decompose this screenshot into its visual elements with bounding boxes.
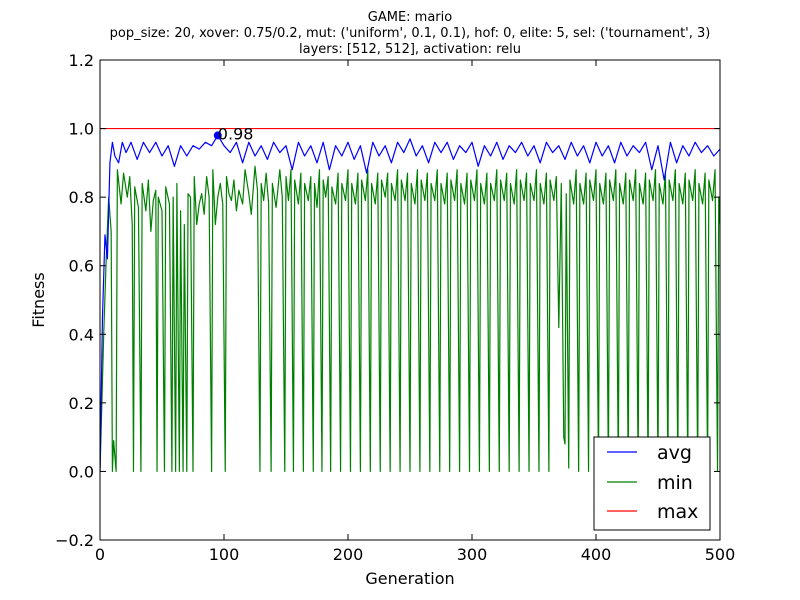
- title-line-2: pop_size: 20, xover: 0.75/0.2, mut: ('un…: [110, 26, 711, 41]
- title-line-1: GAME: mario: [368, 10, 452, 25]
- legend-label-max: max: [657, 501, 698, 523]
- legend-label-min: min: [657, 472, 693, 494]
- axes-layer: [99, 59, 721, 541]
- y-tick-label: 0.8: [69, 188, 94, 207]
- title-line-3: layers: [512, 512], activation: relu: [299, 42, 521, 57]
- legend: avg min max: [593, 436, 711, 531]
- y-tick-label: 1.0: [69, 120, 94, 139]
- annotation-layer: 0.98: [213, 124, 254, 143]
- series-line-min: [100, 165, 720, 473]
- y-tick-label: −0.2: [55, 531, 94, 550]
- y-tick-label: 0.0: [69, 462, 94, 481]
- y-tick-label: 0.6: [69, 257, 94, 276]
- x-tick-label: 300: [457, 545, 488, 564]
- annotation-label: 0.98: [218, 124, 254, 143]
- annotation-marker: [213, 131, 222, 140]
- x-tick-label: 500: [705, 545, 736, 564]
- legend-label-avg: avg: [657, 442, 692, 464]
- x-tick-label: 200: [333, 545, 364, 564]
- x-axis-label: Generation: [365, 569, 454, 588]
- y-axis-label: Fitness: [29, 272, 48, 327]
- series-layer: [100, 127, 720, 473]
- axes-frame: [99, 59, 721, 541]
- y-tick-label: 1.2: [69, 51, 94, 70]
- chart-title: GAME: mario pop_size: 20, xover: 0.75/0.…: [110, 10, 711, 57]
- y-tick-label: 0.2: [69, 394, 94, 413]
- y-tick-label: 0.4: [69, 325, 94, 344]
- ticks-layer: 0 100 200 300 400 500 −0.2 0.0 0.2 0.4 0.6 0.8 1.0 1.…: [55, 51, 735, 564]
- x-tick-label: 0: [95, 545, 105, 564]
- x-tick-label: 100: [209, 545, 240, 564]
- series-line-avg: [100, 134, 720, 472]
- x-tick-label: 400: [581, 545, 612, 564]
